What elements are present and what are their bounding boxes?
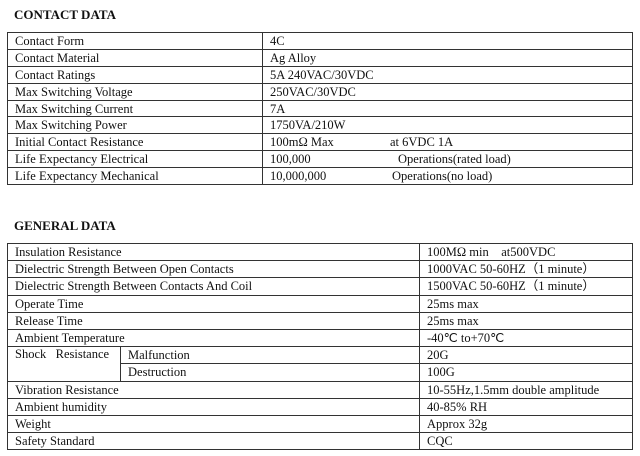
row-value: 7A <box>262 99 633 118</box>
row-label: Shock Resistance <box>7 346 121 382</box>
row-value: 100,000 Operations(rated load) <box>262 150 633 169</box>
row-label: Vibration Resistance <box>6 380 421 399</box>
table-row: Life Expectancy Mechanical 10,000,000 Oper… <box>7 167 633 186</box>
table-row: Weight Approx 32g <box>6 414 633 434</box>
value-text: Ag Alloy <box>270 50 317 65</box>
general-data-title: GENERAL DATA <box>14 218 116 233</box>
table-row: Ambient Temperature -40℃ to+70℃ <box>6 328 633 348</box>
row-value: 20G <box>419 346 633 365</box>
value-text: 7A <box>270 101 286 116</box>
table-row: Shock Resistance Malfunction 20G <box>7 346 633 382</box>
table-row: Initial Contact Resistance 100mΩ Max at 6V… <box>7 133 633 152</box>
table-row: Contact Ratings 5A 240VAC/30VDC <box>7 65 633 84</box>
row-value: 5A 240VAC/30VDC <box>262 65 633 84</box>
row-label: Life Expectancy Electrical <box>7 150 263 169</box>
row-sublabel: Malfunction <box>119 346 421 365</box>
row-value: 100G <box>419 363 633 382</box>
row-label: Contact Material <box>7 48 263 67</box>
value-note: Operations(rated load) <box>398 152 511 167</box>
row-label: Life Expectancy Mechanical <box>7 167 263 186</box>
row-label: Weight <box>6 414 421 434</box>
value-text: 1750VA/210W <box>270 118 346 133</box>
value-text: 5A 240VAC/30VDC <box>270 67 374 82</box>
row-label: Contact Ratings <box>7 65 263 84</box>
value-note: Operations(no load) <box>392 169 493 184</box>
row-value: 1000VAC 50-60HZ（1 minute） <box>419 260 633 279</box>
contact-data-table: Contact Form 4C Contact Material Ag Alloy Co… <box>7 32 633 186</box>
table-row: Vibration Resistance 10-55Hz,1.5mm double… <box>6 380 633 399</box>
table-row: Max Switching Current 7A <box>7 99 633 118</box>
row-value: -40℃ to+70℃ <box>419 328 633 348</box>
row-value: Approx 32g <box>419 414 633 434</box>
row-label: Release Time <box>6 311 421 330</box>
row-label: Insulation Resistance <box>6 242 421 262</box>
table-row: Contact Form 4C <box>7 32 633 50</box>
table-row: Contact Material Ag Alloy <box>7 48 633 67</box>
row-value: 100MΩ min at500VDC <box>419 242 633 262</box>
row-value: 25ms max <box>419 294 633 313</box>
row-value: CQC <box>419 432 633 451</box>
row-value: 10-55Hz,1.5mm double amplitude <box>419 380 633 399</box>
row-label: Dielectric Strength Between Open Contact… <box>6 260 421 279</box>
row-label: Ambient humidity <box>6 397 421 416</box>
row-label: Max Switching Voltage <box>7 82 263 101</box>
row-value: 1500VAC 50-60HZ（1 minute） <box>419 277 633 296</box>
row-sublabel: Destruction <box>119 363 421 382</box>
table-row: Life Expectancy Electrical 100,000 Operati… <box>7 150 633 169</box>
row-value: 100mΩ Max at 6VDC 1A <box>262 133 633 152</box>
row-label: Max Switching Current <box>7 99 263 118</box>
value-text: 250VAC/30VDC <box>270 84 356 99</box>
row-label: Contact Form <box>7 32 263 50</box>
table-row: Dielectric Strength Between Contacts And… <box>6 277 633 296</box>
row-value: 25ms max <box>419 311 633 330</box>
table-row: Release Time 25ms max <box>6 311 633 330</box>
value-text: 4C <box>270 33 285 48</box>
table-row: Ambient humidity 40-85% RH <box>6 397 633 416</box>
row-value: 250VAC/30VDC <box>262 82 633 101</box>
value-note: at 6VDC 1A <box>390 135 454 150</box>
row-label: Ambient Temperature <box>6 328 421 348</box>
table-row: Safety Standard CQC <box>6 432 633 451</box>
table-row: Max Switching Voltage 250VAC/30VDC <box>7 82 633 101</box>
value-text: 100,000 <box>270 152 311 167</box>
general-data-table: Insulation Resistance 100MΩ min at500VDC D… <box>6 242 633 451</box>
row-label: Safety Standard <box>6 432 421 451</box>
row-label: Dielectric Strength Between Contacts And… <box>6 277 421 296</box>
row-value: 10,000,000 Operations(no load) <box>262 167 633 186</box>
row-value: 40-85% RH <box>419 397 633 416</box>
row-value: 1750VA/210W <box>262 116 633 135</box>
table-row: Operate Time 25ms max <box>6 294 633 313</box>
row-label: Max Switching Power <box>7 116 263 135</box>
table-row: Max Switching Power 1750VA/210W <box>7 116 633 135</box>
row-label: Initial Contact Resistance <box>7 133 263 152</box>
row-label: Operate Time <box>6 294 421 313</box>
row-value: Ag Alloy <box>262 48 633 67</box>
table-row: Insulation Resistance 100MΩ min at500VDC <box>6 242 633 262</box>
table-row: Dielectric Strength Between Open Contact… <box>6 260 633 279</box>
row-value: 4C <box>262 32 633 50</box>
value-text: 10,000,000 <box>270 169 327 184</box>
value-text: 100mΩ Max <box>270 135 334 150</box>
contact-data-title: CONTACT DATA <box>14 7 116 22</box>
